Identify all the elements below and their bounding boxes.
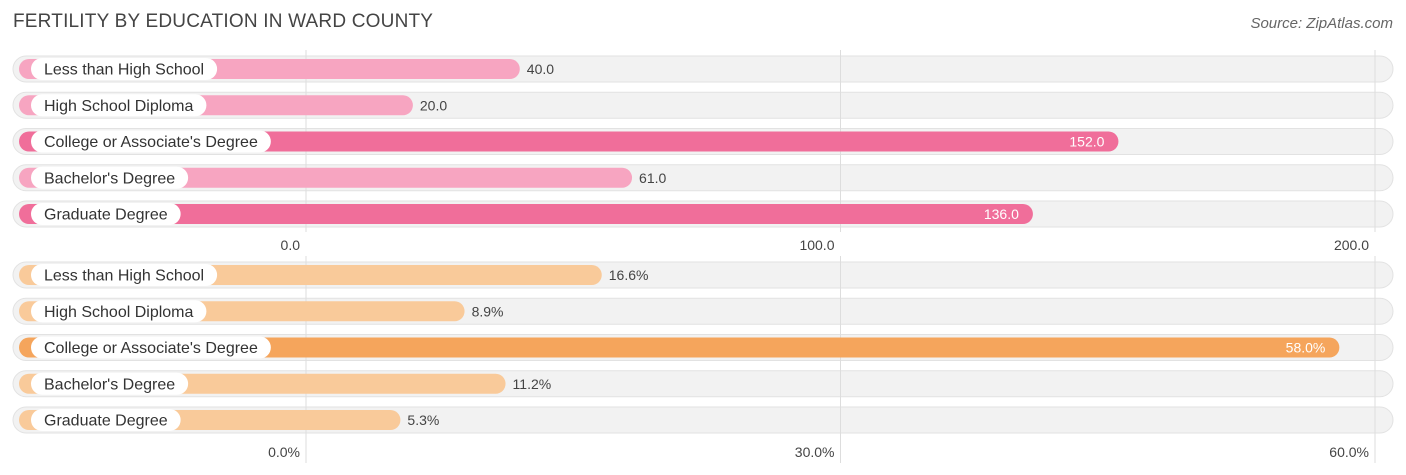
chart-panel-1: Less than High School 40.0 High School Dip…	[12, 50, 1394, 253]
tick-label: 60.0%	[1329, 444, 1369, 460]
bar	[19, 204, 1033, 224]
chart-title: FERTILITY BY EDUCATION IN WARD COUNTY	[13, 11, 434, 32]
category-label: Bachelor's Degree	[44, 376, 175, 393]
value-label: 5.3%	[407, 412, 439, 428]
tick-label: 30.0%	[795, 444, 835, 460]
value-label: 58.0%	[1286, 340, 1326, 356]
category-pill	[31, 203, 181, 225]
value-label: 11.2%	[513, 376, 552, 392]
source-note: Source: ZipAtlas.com	[1250, 15, 1393, 32]
value-label: 16.6%	[609, 267, 649, 283]
category-pill	[31, 130, 271, 153]
category-label: Less than High School	[44, 268, 204, 285]
category-pill	[31, 58, 218, 80]
category-pill	[31, 409, 181, 431]
category-label: High School Diploma	[44, 304, 194, 321]
category-label: High School Diploma	[44, 98, 194, 115]
category-label: Graduate Degree	[44, 207, 168, 224]
category-label: College or Associate's Degree	[44, 134, 258, 151]
chart-panel-2: Less than High School 16.6% High School Di…	[12, 256, 1394, 463]
value-label: 152.0	[1069, 134, 1104, 150]
tick-label: 0.0	[281, 237, 301, 253]
category-label: Graduate Degree	[44, 413, 168, 430]
bar	[19, 131, 1119, 152]
category-pill	[31, 264, 218, 286]
value-label: 20.0	[420, 97, 447, 113]
category-pill	[31, 372, 189, 395]
tick-label: 200.0	[1334, 237, 1369, 253]
category-pill	[31, 336, 271, 359]
category-label: Bachelor's Degree	[44, 170, 175, 187]
category-label: College or Associate's Degree	[44, 340, 258, 357]
category-label: Less than High School	[44, 62, 204, 79]
value-label: 136.0	[984, 206, 1019, 222]
tick-label: 0.0%	[268, 444, 300, 460]
value-label: 61.0	[639, 170, 666, 186]
value-label: 8.9%	[472, 303, 504, 319]
value-label: 40.0	[527, 61, 554, 77]
tick-label: 100.0	[799, 237, 834, 253]
category-pill	[31, 300, 207, 323]
category-pill	[31, 94, 207, 117]
category-pill	[31, 166, 189, 189]
bar	[19, 337, 1340, 358]
